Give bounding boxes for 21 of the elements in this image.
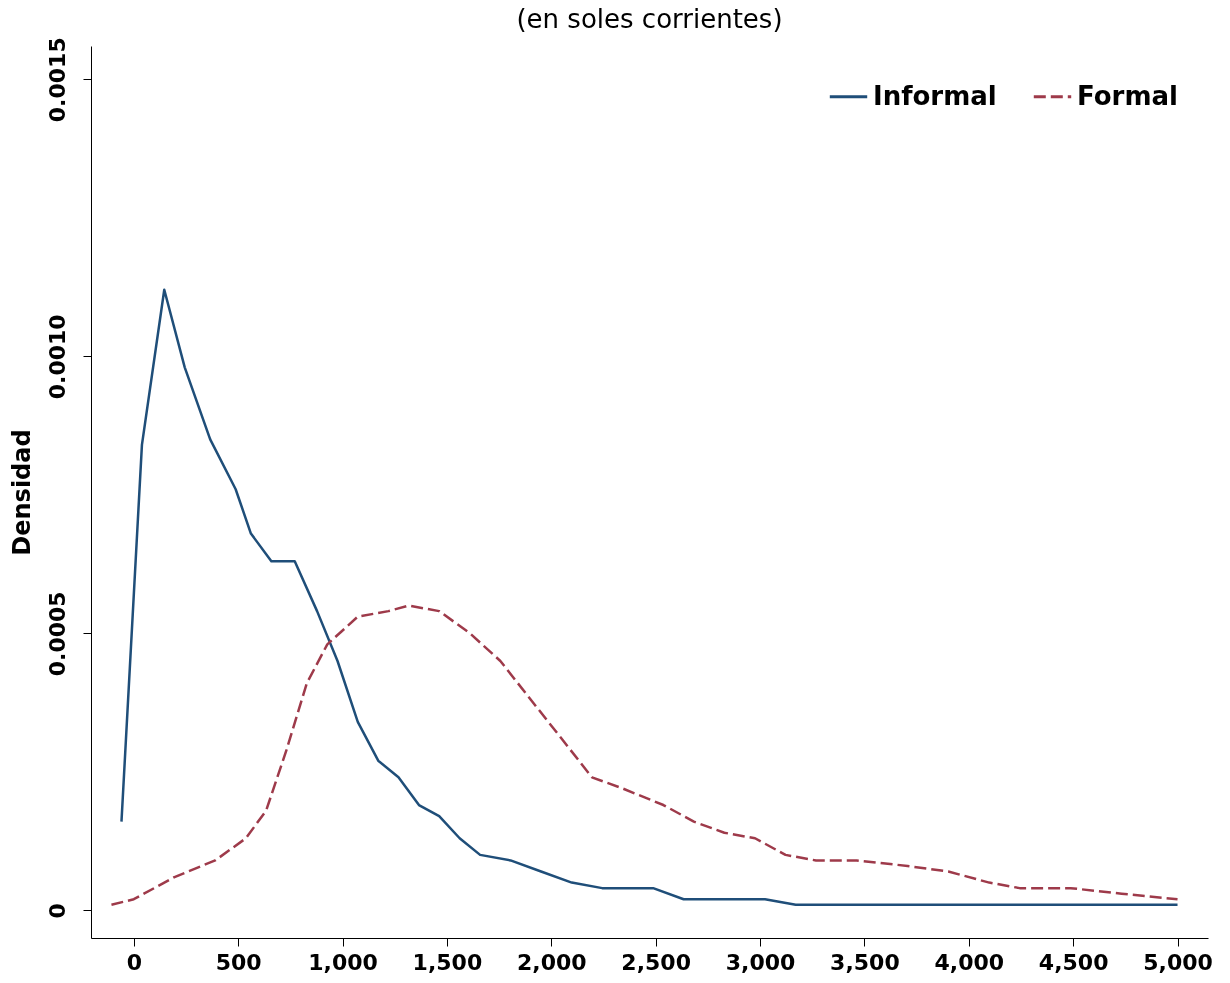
y-tick-label: 0 [44, 903, 70, 919]
y-axis-title: Densidad [7, 429, 36, 556]
legend-label: Formal [1077, 80, 1178, 111]
x-tick-label: 0 [126, 949, 142, 975]
legend-label: Informal [873, 80, 997, 111]
line-series [110, 604, 1179, 907]
x-tick-label: 500 [215, 949, 262, 975]
x-tick-label: 5,000 [1143, 949, 1213, 975]
x-tick-label: 1,500 [412, 949, 483, 975]
y-tick-label: 0.0010 [44, 314, 70, 400]
x-tick-label: 2,000 [516, 949, 587, 975]
line-series [120, 288, 1179, 907]
y-tick-label: 0.0005 [44, 591, 70, 677]
y-tick-label: 0.0015 [44, 37, 70, 123]
x-tick-label: 2,500 [621, 949, 691, 975]
chart-title: (en soles corrientes) [516, 3, 783, 34]
x-tick-label: 3,000 [725, 949, 796, 975]
x-tick-label: 3,500 [830, 949, 900, 975]
x-tick-label: 1,000 [308, 949, 378, 975]
x-tick-label: 4,000 [934, 949, 1005, 975]
x-tick-label: 4,500 [1038, 949, 1109, 975]
